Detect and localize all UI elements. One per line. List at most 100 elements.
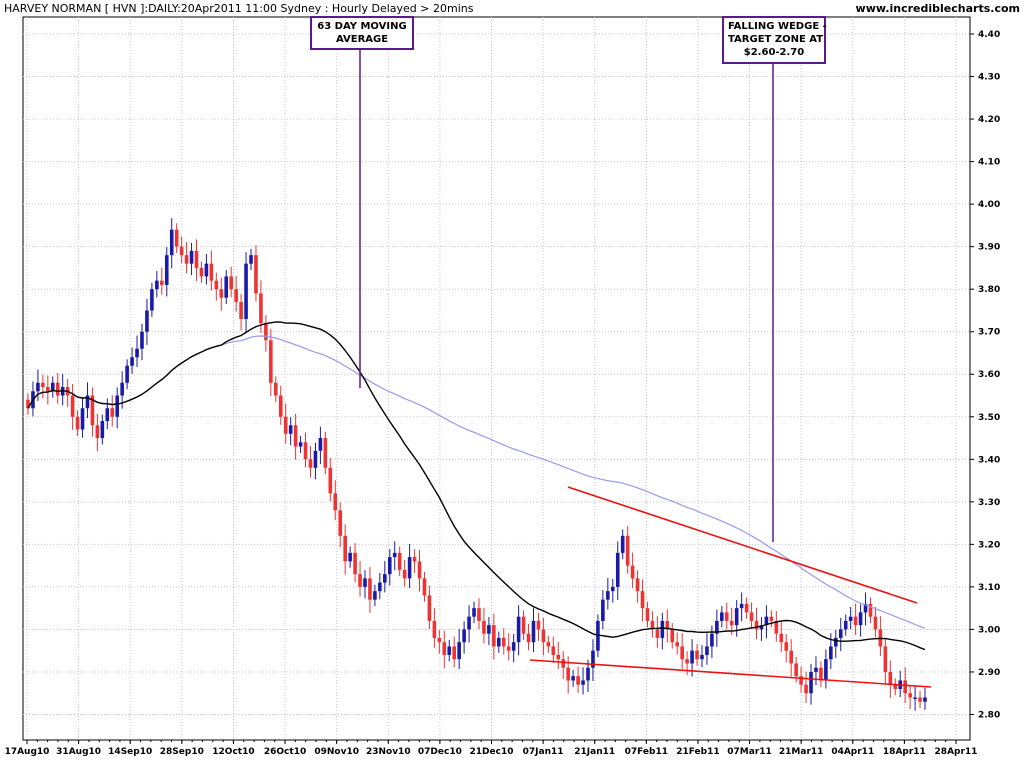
candle-body <box>883 646 888 672</box>
x-tick-label: 21Dec10 <box>470 747 514 757</box>
candle-body <box>259 293 263 324</box>
candle-body <box>75 416 80 430</box>
candle-body <box>432 620 437 638</box>
source-label: www.incrediblecharts.com <box>855 2 1020 15</box>
candle-body <box>169 229 174 256</box>
candle-body <box>506 646 511 651</box>
candle-body <box>551 646 556 655</box>
candle-body <box>249 255 253 264</box>
candle-body <box>759 625 764 630</box>
y-tick-label: 3.20 <box>978 540 1000 550</box>
candle-body <box>620 535 625 553</box>
candle-body <box>155 280 159 290</box>
candle-body <box>313 450 318 468</box>
candle-body <box>670 629 675 643</box>
y-tick-label: 4.00 <box>978 200 1000 210</box>
candle-body <box>591 650 595 668</box>
candle-body <box>199 267 204 277</box>
candle-body <box>120 382 124 396</box>
candle-body <box>888 671 893 685</box>
candle-body <box>353 552 357 575</box>
candle-body <box>115 395 120 417</box>
candle-body <box>402 569 407 579</box>
candle-body <box>789 650 793 664</box>
candle-body <box>685 659 689 664</box>
candle-body <box>278 395 283 417</box>
candle-body <box>422 578 427 596</box>
candle-body <box>229 276 233 290</box>
candle-body <box>576 676 580 685</box>
x-tick-label: 28Sep10 <box>160 747 204 757</box>
candle-body <box>323 438 328 468</box>
y-tick-label: 4.30 <box>978 73 1000 83</box>
chart-grid <box>22 16 971 741</box>
candle-body <box>184 255 189 264</box>
x-tick-label: 12Oct10 <box>212 747 254 757</box>
candle-body <box>625 535 630 566</box>
candle-body <box>219 289 224 298</box>
candle-body <box>744 603 749 613</box>
candle-body <box>769 616 774 621</box>
candle-body <box>720 612 724 621</box>
wedge-upper-trendline <box>567 486 918 604</box>
candle-body <box>135 348 139 358</box>
candle-body <box>695 650 699 660</box>
candle-body <box>125 365 129 383</box>
candle-body <box>606 591 610 600</box>
ma-annotation-line-1: 63 DAY MOVING <box>317 21 407 32</box>
candle-body <box>660 620 665 638</box>
candle-body <box>824 659 828 681</box>
candle-body <box>348 552 352 562</box>
candle-body <box>501 637 506 647</box>
candle-body <box>913 697 917 699</box>
candle-body <box>908 693 912 698</box>
candlesticks <box>26 218 927 711</box>
x-tick-label: 07Mar11 <box>727 747 772 757</box>
candle-body <box>338 510 343 536</box>
candle-body <box>105 408 110 422</box>
candle-body <box>710 633 714 647</box>
y-tick-label: 3.50 <box>978 413 1000 423</box>
y-tick-label: 3.80 <box>978 285 1000 295</box>
candle-body <box>516 616 521 643</box>
candle-body <box>705 646 709 655</box>
x-tick-label: 21Jan11 <box>574 747 615 757</box>
candle-body <box>675 642 680 647</box>
candle-body <box>333 493 338 511</box>
candle-body <box>437 637 442 643</box>
candle-body <box>457 642 461 660</box>
candle-body <box>447 646 452 655</box>
candle-body <box>566 667 570 681</box>
candle-body <box>244 263 248 319</box>
candle-body <box>531 620 536 643</box>
candle-body <box>298 442 303 447</box>
wedge-annotation-line-2: TARGET ZONE AT <box>728 34 824 45</box>
candle-body <box>174 229 179 247</box>
y-tick-label: 4.20 <box>978 115 1000 125</box>
candle-body <box>853 616 858 626</box>
candle-body <box>833 637 838 647</box>
candle-body <box>318 438 323 451</box>
candle-body <box>293 425 298 447</box>
candle-body <box>819 667 823 681</box>
candle-body <box>799 676 803 685</box>
wedge-annotation-line-1: FALLING WEDGE - <box>728 21 827 32</box>
x-tick-label: 31Aug10 <box>56 747 101 757</box>
x-tick-label: 07Feb11 <box>625 747 668 757</box>
candle-body <box>164 255 169 285</box>
wedge-lower-trendline <box>529 659 932 688</box>
x-tick-label: 09Nov10 <box>314 747 359 757</box>
candle-body <box>843 620 848 630</box>
candle-body <box>645 608 650 621</box>
candle-body <box>526 633 531 643</box>
candle-body <box>442 642 447 655</box>
candle-body <box>412 557 417 562</box>
ma-annotation-line-2: AVERAGE <box>335 34 389 45</box>
x-tick-label: 21Feb11 <box>676 747 719 757</box>
candle-body <box>378 582 382 592</box>
candle-body <box>288 425 293 434</box>
candle-body <box>655 629 660 638</box>
candle-body <box>571 676 575 681</box>
ma-annotation-box: 63 DAY MOVING AVERAGE <box>310 16 414 50</box>
candle-body <box>264 323 268 341</box>
